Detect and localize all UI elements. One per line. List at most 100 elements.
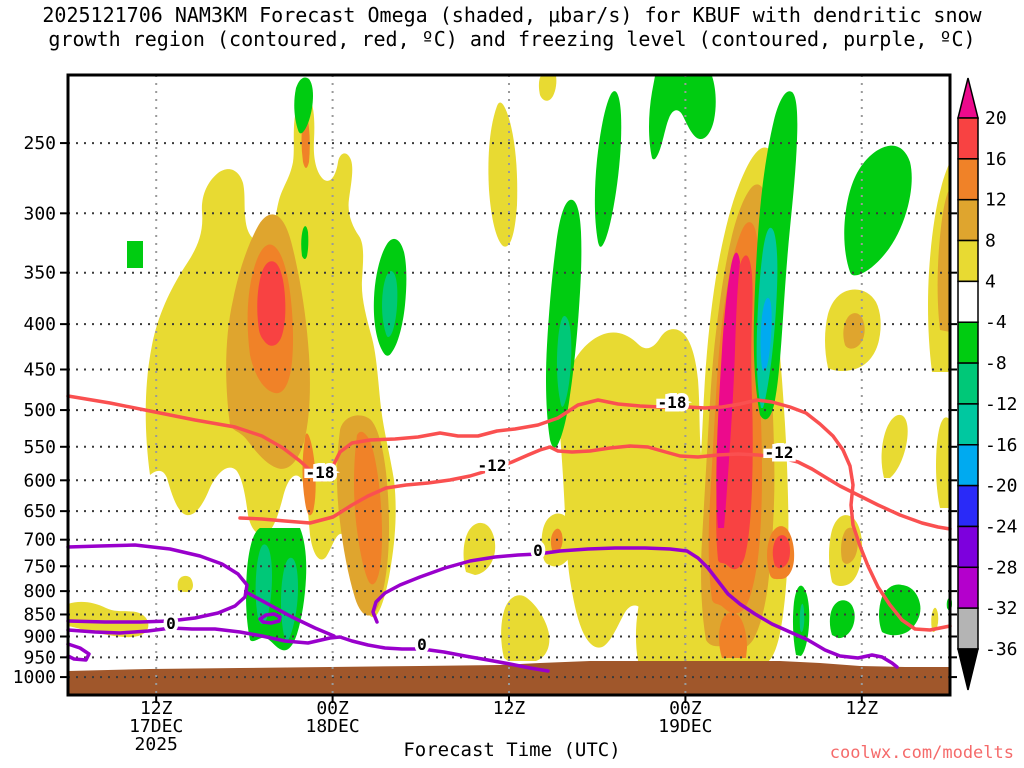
contour-label-freezing-low: 0 [166,614,176,633]
ylabel-1000: 1000 [13,667,56,688]
contour-freezing-low [66,626,550,673]
xlabel-line: 00Z [316,698,349,719]
colorbar-label--8: -8 [985,353,1007,374]
ylabel-250: 250 [23,133,56,154]
colorbar-band [957,362,979,405]
contour-label-dgz-minus18: -18 [306,463,335,482]
xlabel-line: 12Z [846,698,879,719]
omega-region-orange-dot-538 [550,528,563,553]
ylabel-750: 750 [23,556,56,577]
colorbar-band [957,117,979,160]
ylabel-300: 300 [23,203,56,224]
omega-region-teal-core-390 [382,270,398,338]
contour-label-freezing-low: 0 [417,635,427,654]
colorbar-band [957,198,979,242]
contour-label-freezing-right: 0 [533,541,543,560]
x-axis-title: Forecast Time (UTC) [403,739,620,761]
contour-freezing-right [371,546,899,669]
omega-region-teal-core-565 [556,316,572,407]
colorbar-label--20: -20 [985,476,1018,497]
omega-region-small-lump-185 [177,575,193,592]
colorbar-label--24: -24 [985,516,1018,537]
ylabel-450: 450 [23,359,56,380]
colorbar-label-8: 8 [985,231,996,252]
omega-region-top-center-lobe [538,76,557,101]
contour-freezing-hook [66,642,91,662]
colorbar-label-20: 20 [985,108,1007,129]
xlabel-line: 18DEC [306,716,360,737]
ylabel-600: 600 [23,470,56,491]
colorbar-band [957,239,979,283]
colorbar-band [957,484,979,528]
omega-region-teal-core-290 [280,557,298,641]
contour-label-dgz-minus12: -12 [765,443,794,462]
contour-lines: -18 -18 -12 -12 0 0 0 [66,390,952,673]
ylabel-850: 850 [23,604,56,625]
xlabel-line: 19DEC [658,716,712,737]
omega-region-gold-right-edge [937,190,950,332]
omega-region-gold-dot-548 [841,527,858,564]
omega-region-red-dot-550 [772,535,791,569]
colorbar-band [957,525,979,569]
colorbar-band [957,607,979,650]
ylabel-550: 550 [23,437,56,458]
ylabel-950: 950 [23,647,56,668]
contour-dgz-minus18 [66,394,952,632]
omega-region-col-490 [488,102,518,247]
colorbar-band [957,158,979,201]
omega-region-magenta-sliver [716,252,740,528]
omega-region-orange-blob-640 [719,612,747,658]
ylabel-800: 800 [23,581,56,602]
omega-region-green-blob-875 [844,145,912,276]
ylabel-400: 400 [23,314,56,335]
colorbar-band [957,403,979,446]
xlabel-line: 00Z [669,698,702,719]
colorbar-band [957,280,979,323]
omega-region-mid-lump-520 [501,595,550,661]
omega-region-green-rect-left [127,241,143,268]
omega-region-plume-red-core [257,261,286,346]
omega-region-orange-finger-308 [302,433,316,516]
watermark: coolwx.com/modelts [830,743,1014,763]
omega-region-bottom-left-band [68,601,149,638]
omega-region-green-col-608 [594,91,622,247]
colorbar-label-12: 12 [985,190,1007,211]
contour-freezing-oval [258,612,282,625]
colorbar-label--16: -16 [985,435,1018,456]
colorbar-band [957,444,979,487]
ylabel-350: 350 [23,263,56,284]
omega-region-green-blob-895 [879,584,921,636]
omega-region-green-blob-840 [829,600,855,639]
contour-freezing-diag [244,590,336,638]
colorbar-label-16: 16 [985,149,1007,170]
omega-region-teal-sliver-802 [799,603,805,633]
colorbar-band [957,321,979,364]
contour-label-dgz-minus12: -12 [478,456,507,475]
omega-region-right-streak-445 [881,414,908,478]
axis-ticks-and-labels: 2503003504004505005506006507007508008509… [13,133,957,755]
colorbar-label--28: -28 [985,557,1018,578]
omega-region-cyan-inner-766 [760,297,772,371]
gridlines [68,75,950,695]
colorbar-label-4: 4 [985,271,996,292]
omega-region-green-sliver-303 [301,226,309,259]
colorbar: 20 16 12 8 4 -4 -8 -12 -16 -20 -24 -28 -32 -36 [957,77,1018,691]
colorbar-band [957,566,979,609]
omega-region-orange-finger-365 [354,431,383,585]
xlabel-line: 12Z [493,698,526,719]
omega-shaded-regions [68,76,952,665]
xlabel-line: 12Z [140,698,173,719]
contour-dgz-minus12 [238,444,952,531]
colorbar-label--12: -12 [985,394,1018,415]
colorbar-bottom-arrow [957,648,979,691]
chart-title-line1: 2025121706 NAM3KM Forecast Omega (shaded… [42,3,982,27]
colorbar-label--32: -32 [985,598,1018,619]
omega-region-gold-dot-345 [843,313,865,349]
ylabel-700: 700 [23,530,56,551]
omega-region-green-top-mass [649,76,716,160]
omega-region-right-edge-streak2 [936,417,950,508]
contour-label-dgz-minus18: -18 [658,393,687,412]
omega-region-green-topleft-col [294,77,313,134]
